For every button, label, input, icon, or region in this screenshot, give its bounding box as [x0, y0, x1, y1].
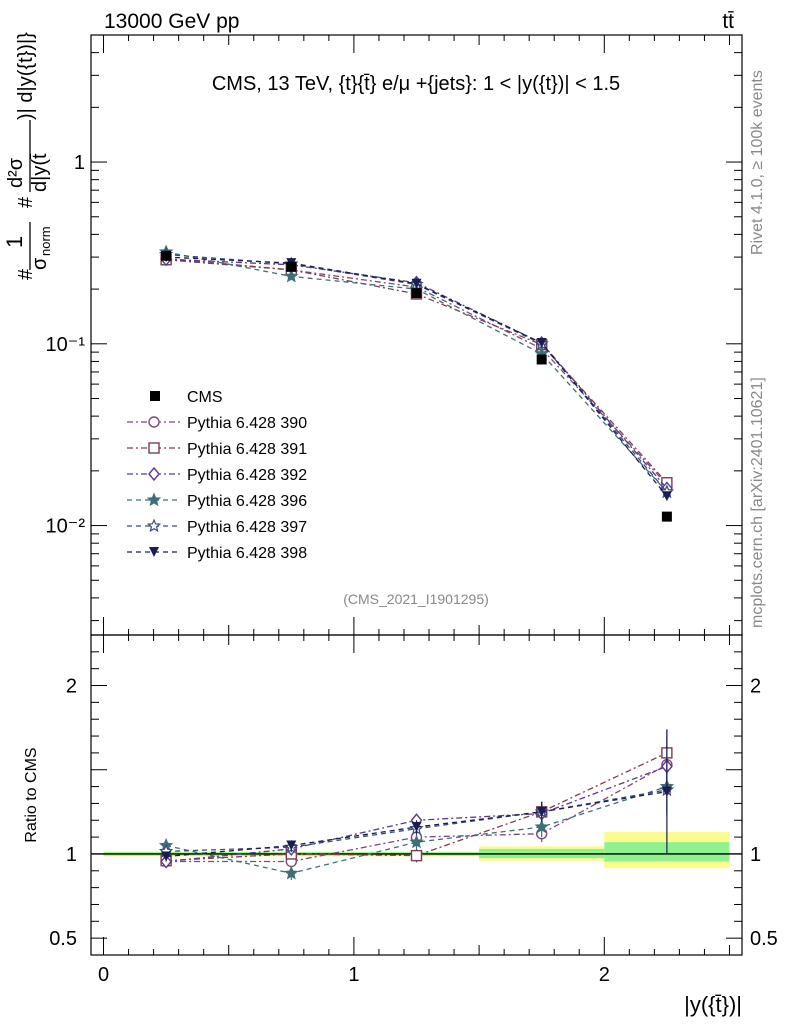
ratio-line-391 [166, 752, 668, 862]
main-title: CMS, 13 TeV, {t}{t̄} e/μ +{jets}: 1 < |y… [212, 73, 620, 95]
ylabel-tail: )| d|y({t})|} [15, 32, 37, 120]
legend-label-397: Pythia 6.428 397 [187, 519, 307, 536]
ratio-point-398 [661, 786, 672, 797]
ratio-point-396 [534, 819, 549, 834]
analysis-annotation: (CMS_2021_I1901295) [343, 591, 489, 607]
ratio-x-tick-label: 0 [98, 964, 109, 986]
main-series-layer [158, 244, 675, 522]
ylabel-sigma: σ [29, 257, 51, 270]
ratio-y-tick-label-left: 1 [66, 844, 77, 866]
ratio-y-tick-label-right: 1 [750, 844, 761, 866]
data-point [536, 354, 547, 365]
main-axis-ticks: 1 10⁻¹ 10⁻² [46, 34, 742, 635]
ylabel-numerator: d²σ [5, 157, 27, 188]
x-axis-label: |y({t̄})| [684, 992, 742, 1017]
mcplots-label: mcplots.cern.ch [arXiv:2401.10621] [749, 377, 766, 628]
legend-marker-398 [149, 547, 159, 557]
legend-label-396: Pythia 6.428 396 [187, 493, 307, 510]
header-energy: 13000 GeV pp [104, 10, 239, 33]
main-y-tick-label: 10⁻¹ [46, 334, 86, 356]
ylabel-denominator: d|y(t̄ [29, 153, 51, 192]
rivet-version-label: Rivet 4.1.0, ≥ 100k events [749, 70, 766, 255]
ratio-x-tick-label: 1 [348, 964, 359, 986]
ratio-y-axis-label: Ratio to CMS [23, 747, 40, 842]
ratio-series-layer [158, 729, 675, 881]
legend-label-392: Pythia 6.428 392 [187, 467, 307, 484]
main-y-tick-label: 1 [74, 152, 85, 174]
mc-point-396 [284, 268, 299, 283]
ratio-point-398 [161, 851, 172, 862]
legend-marker-data [150, 391, 160, 401]
ratio-x-tick-label: 2 [599, 964, 610, 986]
legend-label-data: CMS [187, 389, 223, 406]
ratio-axis-ticks: 2 2 1 1 0.5 0.5 0 1 2 [49, 635, 778, 986]
ratio-y-tick-label-right: 0.5 [750, 928, 778, 950]
ratio-y-tick-label-right: 2 [750, 676, 761, 698]
ratio-point-391 [410, 849, 423, 862]
legend-label-390: Pythia 6.428 390 [187, 415, 307, 432]
ratio-frame [90, 634, 743, 956]
data-point [661, 511, 672, 522]
legend-label-391: Pythia 6.428 391 [187, 441, 307, 458]
ratio-point-396 [409, 834, 424, 849]
ylabel-norm-subscript: norm [38, 226, 53, 256]
ylabel-hash-2: # [15, 196, 37, 208]
mc-point-398 [661, 491, 672, 502]
ratio-point-396 [284, 865, 299, 880]
ylabel-one: 1 [2, 236, 27, 248]
legend-label-398: Pythia 6.428 398 [187, 545, 307, 562]
legend-marker-390 [148, 416, 160, 428]
legend-marker-396 [146, 492, 162, 507]
ratio-line-396 [165, 785, 668, 874]
data-point [286, 261, 297, 272]
legend-marker-391 [148, 442, 160, 454]
legend-marker-397 [146, 518, 162, 533]
main-y-tick-label: 10⁻² [46, 516, 86, 538]
legend: CMS Pythia 6.428 390 Pythia 6.428 391 Pythi… [127, 389, 307, 562]
ratio-point-398 [286, 840, 297, 851]
header-process: tt̄ [722, 10, 734, 33]
mc-point-398 [536, 338, 547, 349]
ratio-point-398 [536, 806, 547, 817]
mc-point-398 [411, 278, 422, 289]
ratio-y-tick-label-left: 0.5 [49, 928, 77, 950]
data-point [161, 250, 172, 261]
legend-marker-392 [148, 466, 160, 482]
ratio-panel: 2 2 1 1 0.5 0.5 0 1 2 Ratio to CMS |y({t̄})| [23, 634, 778, 1017]
ratio-point-398 [411, 822, 422, 832]
main-panel: CMS, 13 TeV, {t}{t̄} e/μ +{jets}: 1 < |y… [2, 32, 743, 636]
ylabel-hash-1: # [15, 268, 37, 280]
main-y-axis-label: # 1 σ norm # d²σ d|y(t̄ )| d|y({t})|} [2, 32, 53, 280]
data-point [411, 288, 422, 299]
ratio-y-tick-label-left: 2 [66, 676, 77, 698]
